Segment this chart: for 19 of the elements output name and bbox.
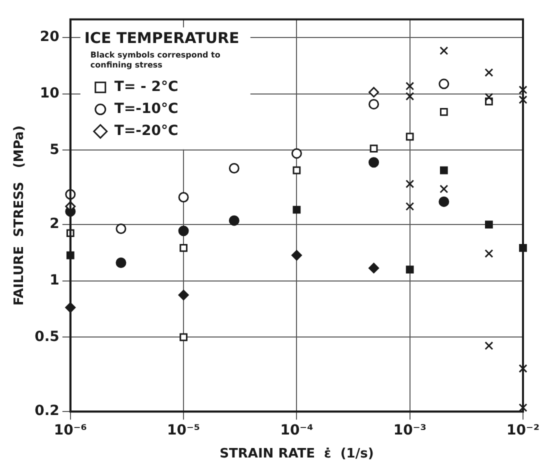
y-tick-label: 5 bbox=[50, 142, 60, 158]
x-tick-label: 10⁻² bbox=[506, 422, 540, 439]
annotation: Black symbols correspond to confining stress bbox=[90, 50, 221, 70]
x-tick-label: 10⁻⁵ bbox=[167, 422, 200, 439]
y-tick-label: 1 bbox=[50, 272, 60, 289]
y-tick-label: 20 bbox=[40, 29, 60, 46]
y-tick-label: 2 bbox=[50, 216, 60, 232]
legend-label: T=-20°C bbox=[114, 123, 178, 140]
x-tick-label: 10⁻⁶ bbox=[54, 422, 87, 439]
legend-label: T= - 2°C bbox=[114, 79, 178, 96]
legend-title: ICE TEMPERATURE bbox=[84, 28, 240, 47]
x-tick-label: 10⁻³ bbox=[393, 422, 426, 439]
y-axis-title: FAILURE STRESS (MPa) bbox=[12, 125, 28, 306]
y-tick-label: 0.5 bbox=[34, 328, 60, 345]
x-tick-label: 10⁻⁴ bbox=[280, 422, 314, 439]
y-tick-label: 0.2 bbox=[34, 403, 60, 420]
x-axis-title: STRAIN RATE ε̇ (1/s) bbox=[220, 446, 374, 462]
y-tick-label: 10 bbox=[40, 85, 60, 102]
legend-label: T=-10°C bbox=[114, 101, 178, 118]
